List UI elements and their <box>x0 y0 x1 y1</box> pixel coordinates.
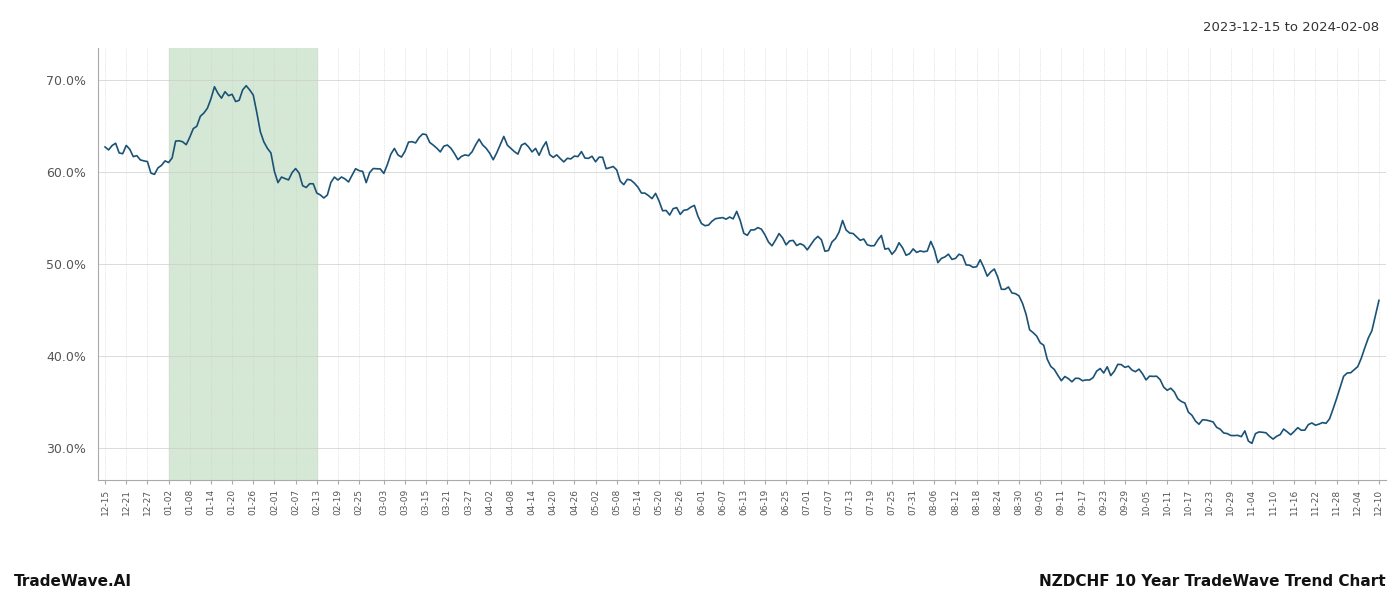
Text: NZDCHF 10 Year TradeWave Trend Chart: NZDCHF 10 Year TradeWave Trend Chart <box>1039 574 1386 589</box>
Text: 2023-12-15 to 2024-02-08: 2023-12-15 to 2024-02-08 <box>1203 21 1379 34</box>
Bar <box>168 48 316 480</box>
Text: TradeWave.AI: TradeWave.AI <box>14 574 132 589</box>
